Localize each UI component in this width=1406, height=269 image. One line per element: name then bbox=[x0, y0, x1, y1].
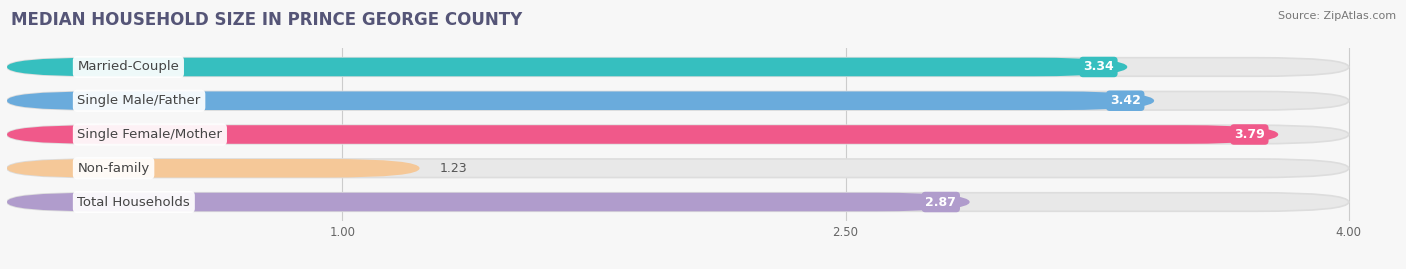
Text: Non-family: Non-family bbox=[77, 162, 149, 175]
Text: Single Female/Mother: Single Female/Mother bbox=[77, 128, 222, 141]
Text: Total Households: Total Households bbox=[77, 196, 190, 208]
FancyBboxPatch shape bbox=[7, 193, 970, 211]
FancyBboxPatch shape bbox=[7, 125, 1348, 144]
FancyBboxPatch shape bbox=[7, 58, 1128, 76]
Text: Single Male/Father: Single Male/Father bbox=[77, 94, 201, 107]
Text: 2.87: 2.87 bbox=[925, 196, 956, 208]
Text: Married-Couple: Married-Couple bbox=[77, 61, 180, 73]
FancyBboxPatch shape bbox=[7, 159, 1348, 178]
Text: 1.23: 1.23 bbox=[440, 162, 467, 175]
Text: 3.42: 3.42 bbox=[1109, 94, 1140, 107]
Text: 3.34: 3.34 bbox=[1083, 61, 1114, 73]
FancyBboxPatch shape bbox=[7, 125, 1278, 144]
FancyBboxPatch shape bbox=[7, 159, 419, 178]
FancyBboxPatch shape bbox=[7, 193, 1348, 211]
FancyBboxPatch shape bbox=[7, 91, 1348, 110]
Text: 3.79: 3.79 bbox=[1234, 128, 1265, 141]
FancyBboxPatch shape bbox=[7, 91, 1154, 110]
Text: Source: ZipAtlas.com: Source: ZipAtlas.com bbox=[1278, 11, 1396, 21]
Text: MEDIAN HOUSEHOLD SIZE IN PRINCE GEORGE COUNTY: MEDIAN HOUSEHOLD SIZE IN PRINCE GEORGE C… bbox=[11, 11, 523, 29]
FancyBboxPatch shape bbox=[7, 58, 1348, 76]
